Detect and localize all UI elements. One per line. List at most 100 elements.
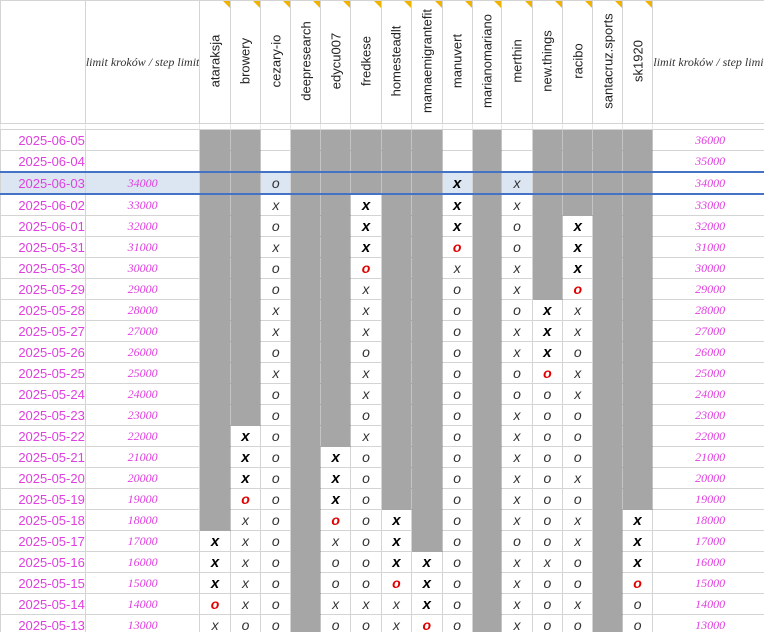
status-cell[interactable] <box>229 383 262 405</box>
status-cell[interactable]: x <box>501 404 533 426</box>
status-cell[interactable]: x <box>350 278 382 300</box>
limit-cell[interactable]: 16000 <box>84 551 201 573</box>
status-cell[interactable]: x <box>531 299 564 321</box>
status-cell[interactable] <box>411 129 443 151</box>
status-cell[interactable] <box>592 383 623 405</box>
status-cell[interactable] <box>380 320 413 342</box>
status-cell[interactable] <box>471 614 503 632</box>
limit-cell-right[interactable]: 32000 <box>652 215 768 237</box>
status-cell[interactable]: o <box>441 614 473 632</box>
limit-cell[interactable]: 18000 <box>84 509 201 531</box>
status-cell[interactable] <box>380 425 413 447</box>
status-cell[interactable]: o <box>441 341 473 363</box>
status-cell[interactable]: x <box>380 551 413 573</box>
status-cell[interactable] <box>592 320 623 342</box>
status-cell[interactable]: o <box>562 446 594 468</box>
status-cell[interactable]: x <box>562 257 594 279</box>
limit-cell-right[interactable]: 31000 <box>652 236 768 258</box>
limit-cell[interactable]: 31000 <box>84 236 201 258</box>
status-cell[interactable] <box>411 278 443 300</box>
status-cell[interactable] <box>290 150 321 173</box>
status-cell[interactable]: x <box>501 446 533 468</box>
status-cell[interactable]: x <box>260 320 292 342</box>
status-cell[interactable] <box>199 446 231 468</box>
status-cell[interactable] <box>621 467 654 489</box>
status-cell[interactable] <box>471 509 503 531</box>
status-cell[interactable] <box>260 150 292 173</box>
status-cell[interactable] <box>290 257 321 279</box>
date-cell[interactable]: 2025-05-18 <box>0 509 86 531</box>
status-cell[interactable]: o <box>501 215 533 237</box>
status-cell[interactable] <box>621 320 654 342</box>
status-cell[interactable] <box>229 362 262 384</box>
status-cell[interactable] <box>562 129 594 151</box>
status-cell[interactable] <box>592 488 623 510</box>
limit-cell-right[interactable]: 13000 <box>652 614 768 632</box>
status-cell[interactable]: x <box>350 236 382 258</box>
status-cell[interactable] <box>229 278 262 300</box>
status-cell[interactable] <box>199 509 231 531</box>
status-cell[interactable]: x <box>199 530 231 552</box>
status-cell[interactable]: o <box>441 425 473 447</box>
status-cell[interactable] <box>441 129 473 151</box>
status-cell[interactable]: o <box>621 593 654 615</box>
status-cell[interactable] <box>621 446 654 468</box>
status-cell[interactable]: o <box>562 572 594 594</box>
status-cell[interactable] <box>229 215 262 237</box>
status-cell[interactable] <box>199 257 231 279</box>
status-cell[interactable] <box>319 236 352 258</box>
user-header-deepresearch[interactable]: deepresearch <box>290 0 321 124</box>
status-cell[interactable]: x <box>501 320 533 342</box>
limit-cell-right[interactable]: 29000 <box>652 278 768 300</box>
status-cell[interactable] <box>411 467 443 489</box>
status-cell[interactable]: x <box>531 551 564 573</box>
status-cell[interactable] <box>411 171 443 195</box>
status-cell[interactable]: o <box>531 362 564 384</box>
date-cell[interactable]: 2025-05-25 <box>0 362 86 384</box>
status-cell[interactable] <box>290 215 321 237</box>
status-cell[interactable]: o <box>531 383 564 405</box>
status-cell[interactable] <box>621 236 654 258</box>
status-cell[interactable] <box>199 171 231 195</box>
status-cell[interactable] <box>531 171 564 195</box>
limit-cell[interactable]: 32000 <box>84 215 201 237</box>
status-cell[interactable]: o <box>531 614 564 632</box>
status-cell[interactable] <box>290 530 321 552</box>
status-cell[interactable]: o <box>531 593 564 615</box>
status-cell[interactable] <box>411 362 443 384</box>
status-cell[interactable] <box>290 278 321 300</box>
limit-cell[interactable]: 25000 <box>84 362 201 384</box>
status-cell[interactable] <box>562 150 594 173</box>
date-cell[interactable]: 2025-05-26 <box>0 341 86 363</box>
status-cell[interactable] <box>229 404 262 426</box>
status-cell[interactable]: o <box>350 488 382 510</box>
status-cell[interactable] <box>319 341 352 363</box>
limit-cell[interactable]: 13000 <box>84 614 201 632</box>
status-cell[interactable] <box>592 614 623 632</box>
status-cell[interactable] <box>411 530 443 552</box>
limit-cell[interactable] <box>84 150 201 173</box>
status-cell[interactable]: o <box>319 551 352 573</box>
status-cell[interactable]: o <box>562 551 594 573</box>
status-cell[interactable]: o <box>441 467 473 489</box>
status-cell[interactable] <box>350 129 382 151</box>
date-cell[interactable]: 2025-05-27 <box>0 320 86 342</box>
limit-cell-right[interactable]: 34000 <box>652 171 768 195</box>
status-cell[interactable]: o <box>260 171 292 195</box>
status-cell[interactable] <box>592 509 623 531</box>
status-cell[interactable] <box>290 236 321 258</box>
status-cell[interactable]: o <box>531 446 564 468</box>
limit-cell-right[interactable]: 24000 <box>652 383 768 405</box>
status-cell[interactable] <box>471 488 503 510</box>
status-cell[interactable]: o <box>260 257 292 279</box>
status-cell[interactable]: o <box>441 383 473 405</box>
status-cell[interactable]: x <box>380 593 413 615</box>
status-cell[interactable]: x <box>501 488 533 510</box>
limit-cell[interactable]: 29000 <box>84 278 201 300</box>
status-cell[interactable] <box>290 171 321 195</box>
status-cell[interactable]: o <box>350 509 382 531</box>
status-cell[interactable]: x <box>501 171 533 195</box>
status-cell[interactable]: x <box>501 593 533 615</box>
status-cell[interactable] <box>621 488 654 510</box>
status-cell[interactable]: o <box>562 425 594 447</box>
